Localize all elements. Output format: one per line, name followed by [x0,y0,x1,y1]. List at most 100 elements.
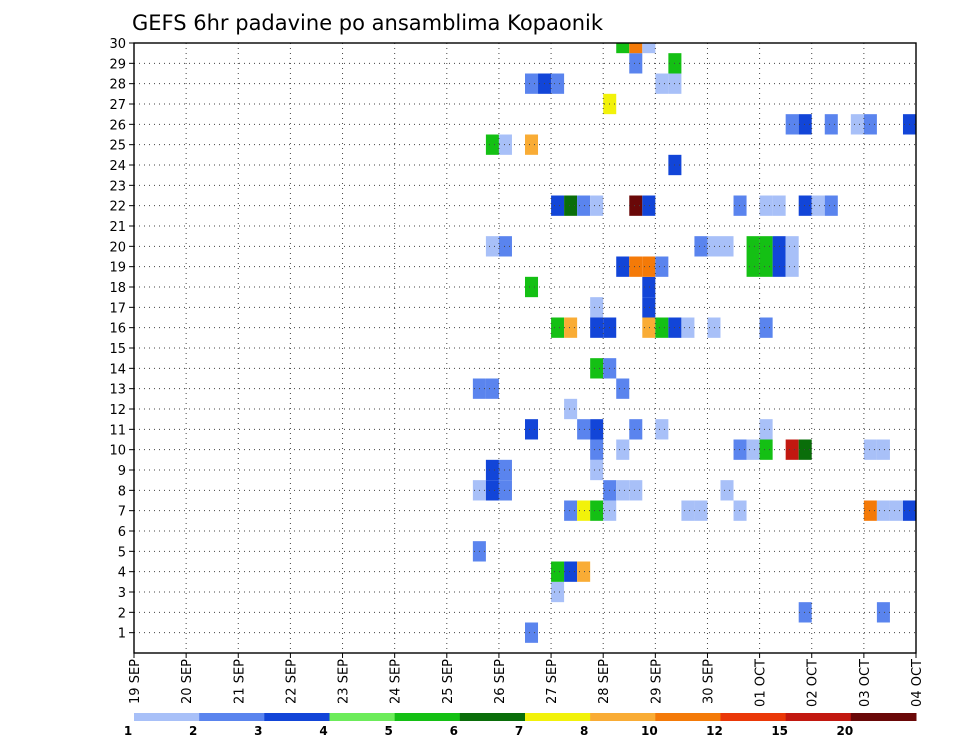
y-tick-label: 16 [109,322,126,337]
legend-label: 2 [189,724,197,738]
legend-swatch [655,713,721,721]
heatmap-cell [720,480,734,501]
y-tick-label: 15 [109,342,126,357]
legend-label: 6 [450,724,458,738]
legend-swatch [264,713,330,721]
y-tick-label: 2 [118,606,126,621]
heatmap-cell [876,602,890,623]
heatmap-cell [629,256,643,277]
heatmap-cell [824,114,838,135]
ticks-layer [129,42,917,658]
heatmap-cell [551,317,565,338]
heatmap-cell [616,480,630,501]
heatmap-cell [733,439,747,460]
heatmap-cell [590,358,604,379]
x-tick-label: 26 SEP [493,659,508,704]
x-tick-label: 01 OCT [754,659,769,707]
heatmap-cell [485,378,499,399]
y-tick-label: 27 [109,98,126,113]
heatmap-cell [577,419,591,440]
heatmap-cell [785,236,799,257]
legend-label: 1 [124,724,132,738]
heatmap-cell [694,500,708,521]
y-tick-label: 1 [118,627,126,642]
legend-swatch [785,713,852,721]
y-tick-label: 12 [109,403,126,418]
legend-label: 7 [515,724,523,738]
heatmap-cell [485,459,499,481]
heatmap-cell [655,73,669,94]
x-tick-label: 29 SEP [649,659,664,704]
heatmap-cell [863,114,877,135]
heatmap-cell [629,43,643,54]
heatmap-cell [616,439,630,460]
heatmap-cell [707,317,721,338]
legend-swatch [329,713,396,721]
heatmap-cell [551,195,565,216]
legend-swatch [720,713,787,721]
y-tick-label: 24 [109,159,126,174]
legend-label: 4 [319,724,327,738]
x-tick-label: 19 SEP [128,659,143,704]
x-tick-label: 24 SEP [389,659,404,704]
heatmap-cell [733,500,747,521]
legend-swatch [394,713,461,721]
legend-label: 15 [771,724,788,738]
heatmap-cell [655,317,669,338]
x-tick-label: 04 OCT [910,659,925,707]
heatmap-cell [629,419,643,440]
legend-swatch [590,713,656,721]
heatmap-cell [616,256,630,277]
heatmap-cell [746,236,760,257]
y-tick-label: 21 [109,220,126,235]
legend-label: 5 [384,724,392,738]
heatmap-cell [863,500,877,521]
legend-swatch [850,713,917,721]
heatmap-cell [616,378,630,399]
legend-label: 12 [706,724,723,738]
heatmap-cell [798,114,812,135]
heatmap-cell [733,195,747,216]
heatmap-cell [681,500,695,521]
heatmap-cell [681,317,695,338]
y-tick-label: 4 [118,566,126,581]
y-tick-label: 9 [118,464,126,479]
heatmap-cell [498,459,512,481]
heatmap-cell [759,195,773,216]
legend-swatch [134,713,200,721]
y-tick-label: 17 [109,301,126,316]
y-tick-label: 20 [109,240,126,255]
heatmap-cell [564,500,578,521]
heatmap-cell [485,236,499,257]
x-tick-label: 03 OCT [858,659,873,707]
heatmap-cell [876,500,890,521]
x-tick-label: 20 SEP [180,659,195,704]
heatmap-cell [850,114,864,135]
legend-swatch [525,713,591,721]
heatmap-cell [759,439,773,460]
heatmap-cell [811,195,825,216]
heatmap-cell [746,256,760,277]
heatmap-cell [577,195,591,216]
heatmap-cell [564,195,578,216]
y-tick-label: 10 [109,444,126,459]
heatmap-cell [551,561,565,582]
heatmap-cell [616,43,630,54]
y-tick-label: 3 [118,586,126,601]
color-legend: 1 2 3 4 5 6 7 8 10 12 15 20 [124,713,917,738]
heatmap-cell [759,419,773,440]
heatmap-cell [577,561,591,582]
legend-label: 8 [580,724,588,738]
heatmap-cell [642,297,656,318]
heatmap-cell [642,276,656,298]
grid-layer [134,43,916,653]
x-tick-label: 28 SEP [597,659,612,704]
y-tick-label: 13 [109,383,126,398]
x-tick-label: 02 OCT [806,659,821,707]
heatmap-cell [824,195,838,216]
x-tick-labels: 19 SEP 20 SEP 21 SEP 22 SEP 23 SEP 24 SEP 25 S… [128,659,925,707]
heatmap-cell [889,500,903,521]
x-tick-label: 30 SEP [701,659,716,704]
heatmap-cell [485,480,499,501]
